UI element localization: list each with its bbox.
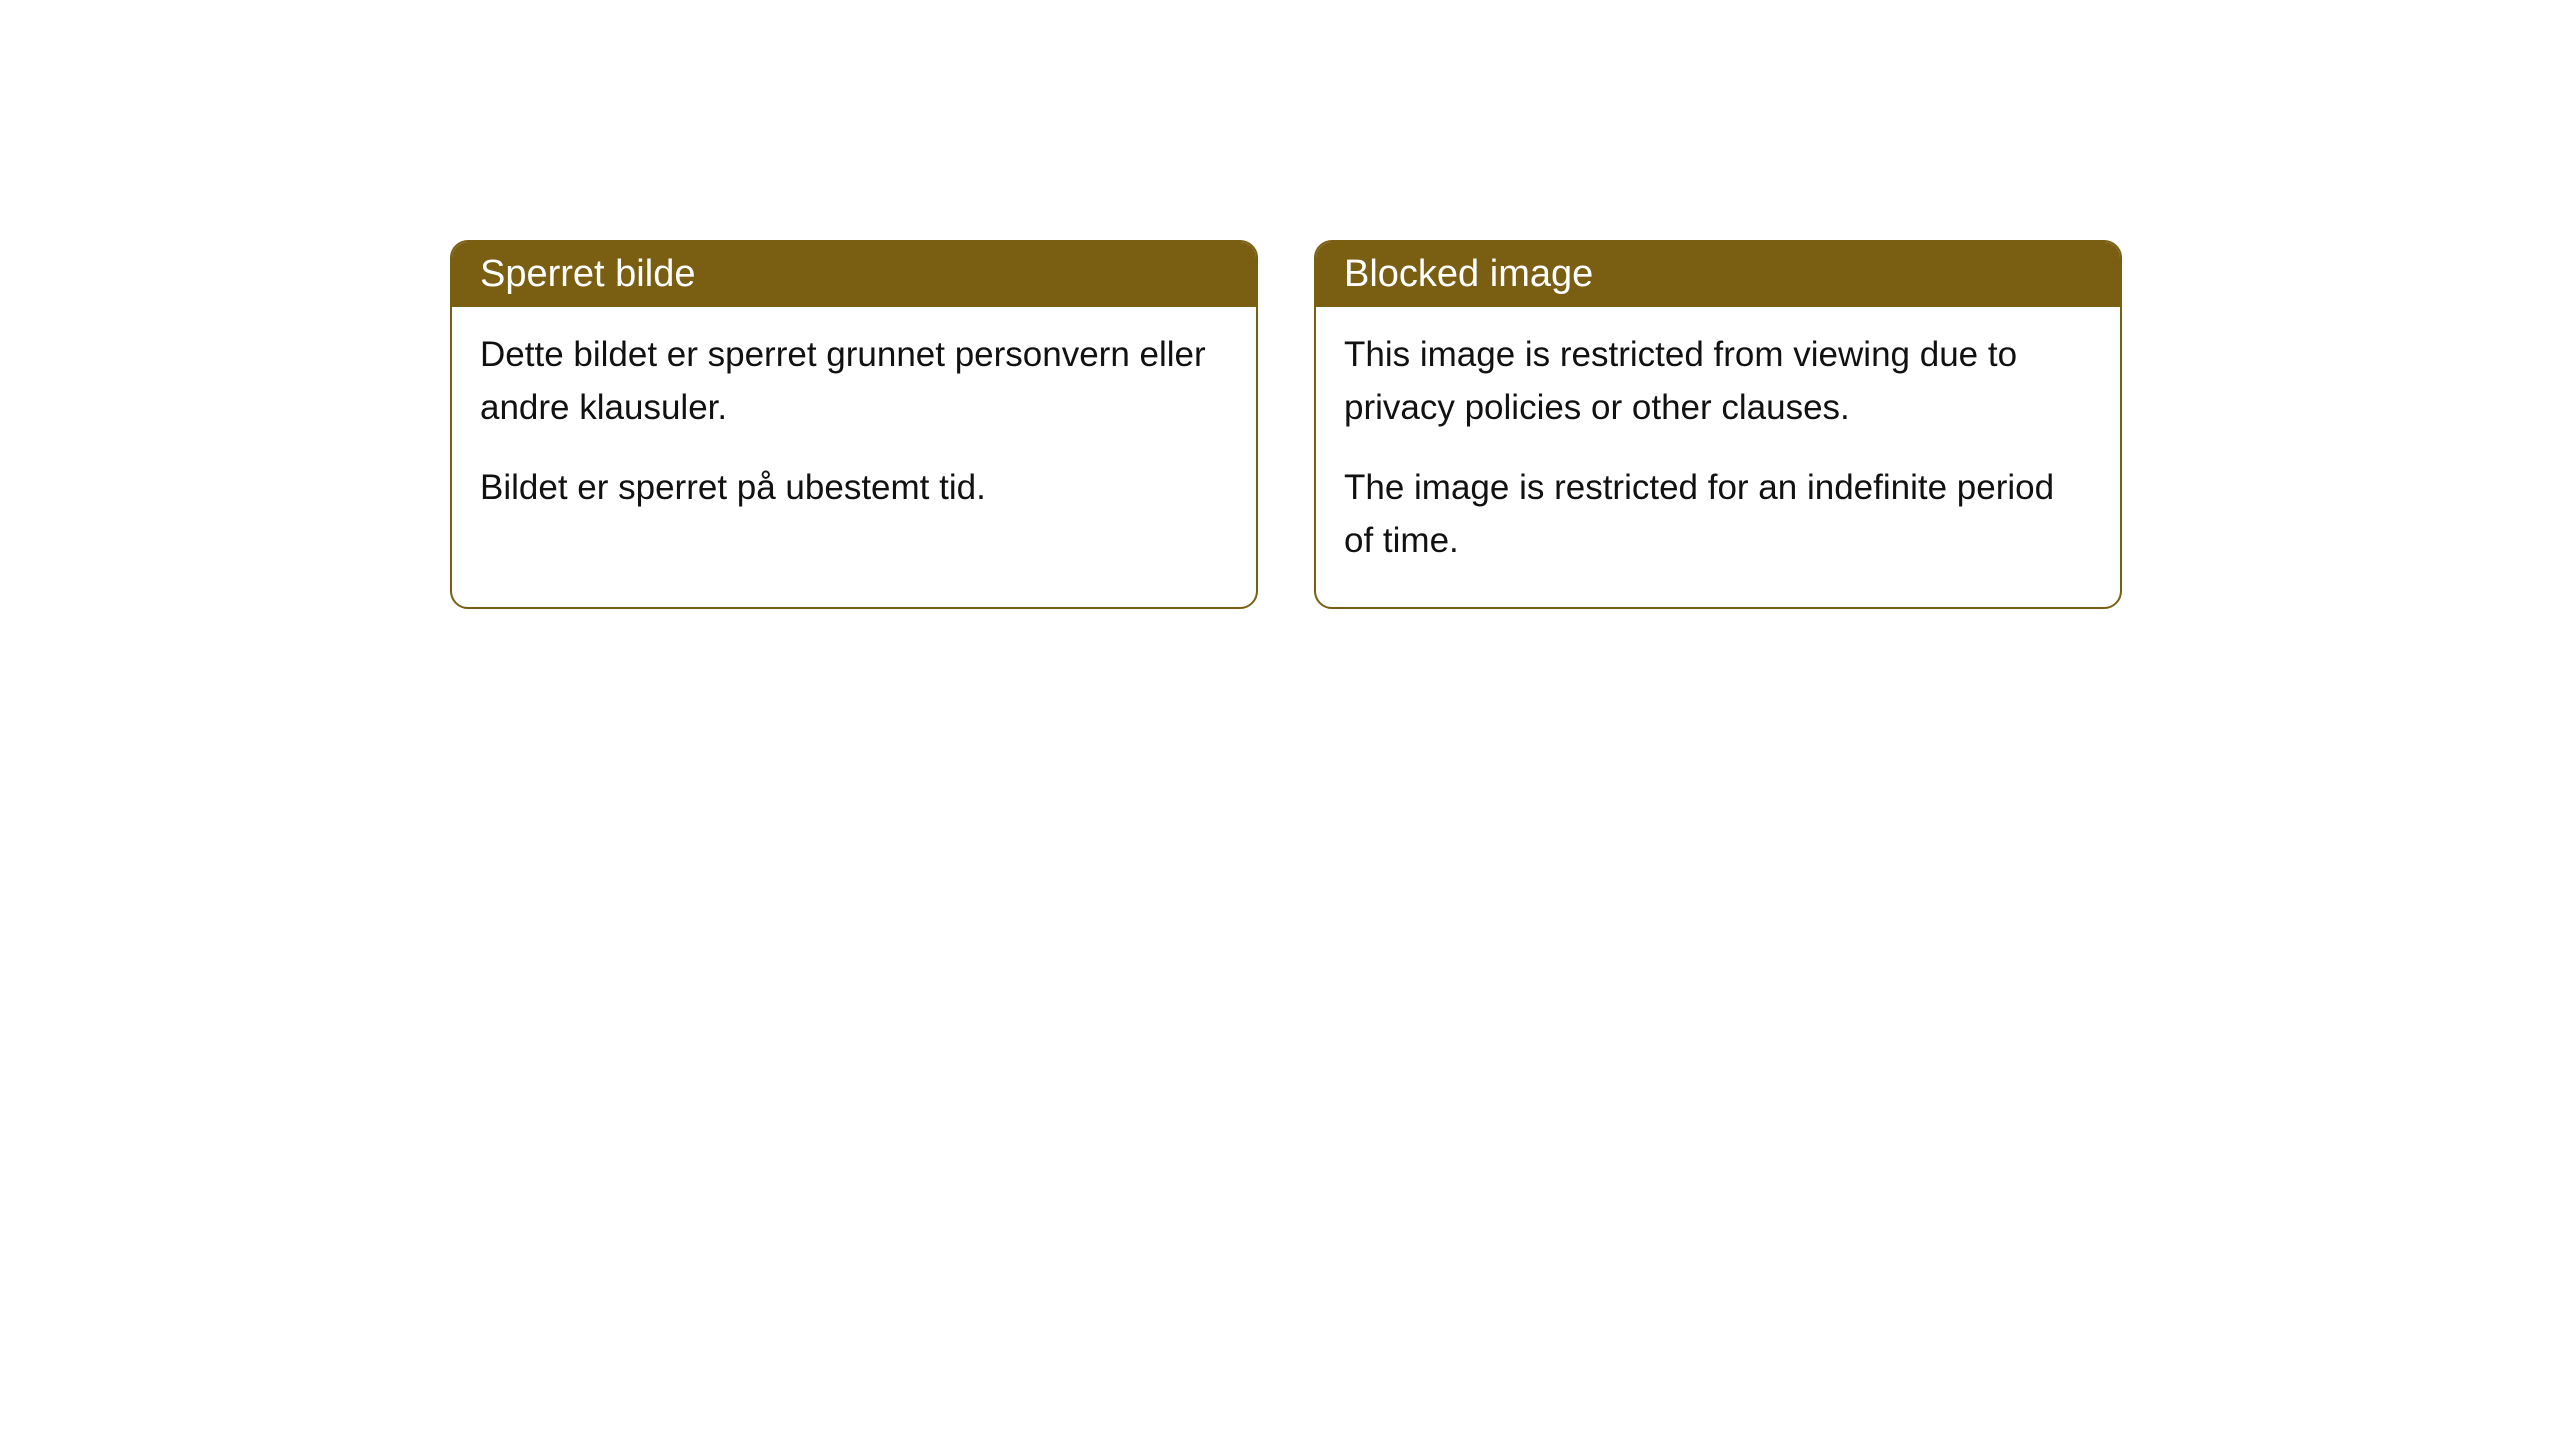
blocked-image-card-en: Blocked image This image is restricted f…	[1314, 240, 2122, 609]
card-paragraph-en-2: The image is restricted for an indefinit…	[1344, 462, 2092, 567]
blocked-image-card-no: Sperret bilde Dette bildet er sperret gr…	[450, 240, 1258, 609]
card-header-en: Blocked image	[1316, 242, 2120, 307]
card-body-en: This image is restricted from viewing du…	[1316, 307, 2120, 607]
card-title-no: Sperret bilde	[480, 253, 695, 295]
cards-container: Sperret bilde Dette bildet er sperret gr…	[450, 240, 2122, 609]
card-paragraph-en-1: This image is restricted from viewing du…	[1344, 329, 2092, 434]
card-header-no: Sperret bilde	[452, 242, 1256, 307]
card-paragraph-no-1: Dette bildet er sperret grunnet personve…	[480, 329, 1228, 434]
card-title-en: Blocked image	[1344, 253, 1593, 295]
card-body-no: Dette bildet er sperret grunnet personve…	[452, 307, 1256, 555]
card-paragraph-no-2: Bildet er sperret på ubestemt tid.	[480, 462, 1228, 515]
